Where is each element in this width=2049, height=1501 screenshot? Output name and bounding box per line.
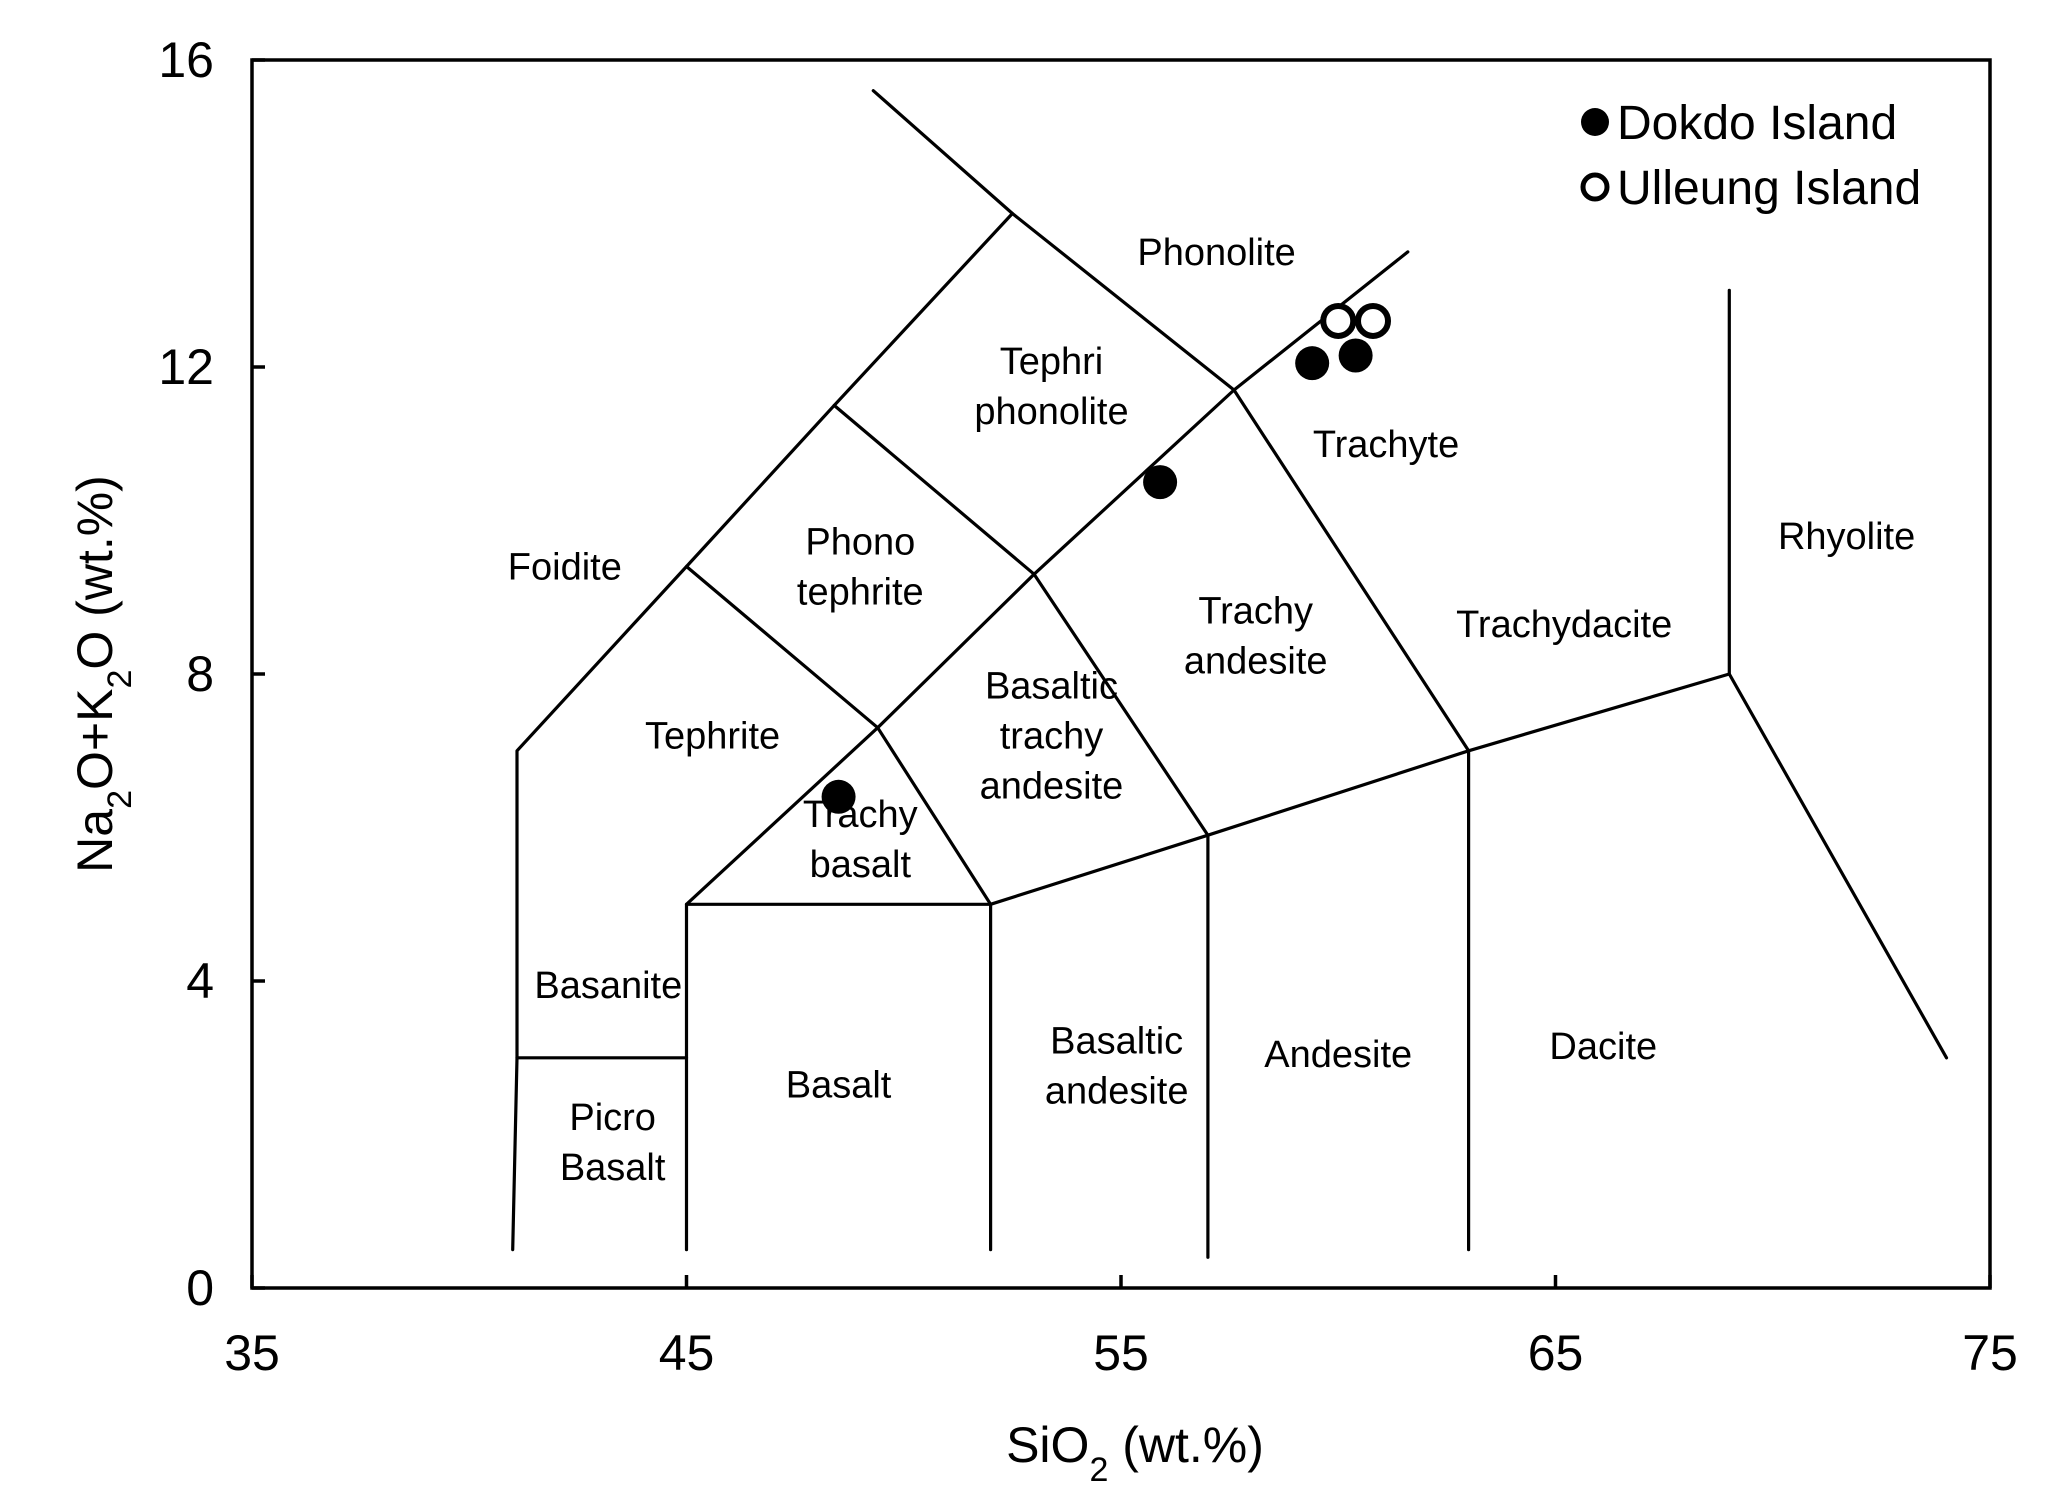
dokdo-island-point	[1295, 346, 1330, 381]
y-tick-label: 0	[186, 1260, 214, 1316]
dokdo-island-point	[1143, 465, 1178, 500]
field-label-line: Basanite	[534, 965, 682, 1007]
field-label-andesite: Andesite	[1264, 1034, 1412, 1076]
field-label-phono-tephrite: Phono tephrite	[797, 522, 924, 614]
field-label-basaltic-trachy-andesite: Basaltic trachy andesite	[980, 665, 1124, 807]
field-label-trachy-basalt: Trachy basalt	[803, 794, 918, 886]
y-ticks: 0 4 8 12 16	[158, 32, 265, 1316]
field-label-line: Trachydacite	[1456, 604, 1672, 646]
field-label-line: andesite	[980, 765, 1124, 807]
field-label-basalt: Basalt	[786, 1065, 892, 1107]
field-label-line: Tephri	[1000, 341, 1104, 383]
field-label-basaltic-andesite: Basaltic andesite	[1045, 1020, 1189, 1112]
field-label-dacite: Dacite	[1549, 1026, 1657, 1068]
legend-marker-dokdo-island	[1581, 108, 1609, 136]
field-label-picro-basalt: Picro Basalt	[560, 1097, 666, 1189]
field-label-line: Basaltic	[1050, 1020, 1183, 1062]
x-tick-label: 45	[659, 1325, 715, 1381]
boundary-line-6	[684, 564, 880, 730]
field-label-line: Trachy	[803, 794, 918, 836]
legend: Dokdo Island Ulleung Island	[1580, 97, 1921, 215]
field-label-line: Phono	[805, 522, 915, 564]
dokdo-island-point	[1338, 338, 1373, 373]
field-label-line: tephrite	[797, 572, 924, 614]
field-label-tephri-phonolite: Tephri phonolite	[974, 341, 1128, 433]
field-label-line: Andesite	[1264, 1034, 1412, 1076]
field-label-line: Phonolite	[1137, 232, 1295, 274]
field-label-line: Trachy	[1198, 591, 1313, 633]
y-tick-label: 8	[186, 646, 214, 702]
data-points	[821, 302, 1392, 814]
field-labels: Phonolite Tephri phonolite Trachyte Foidite P…	[508, 232, 1915, 1189]
legend-label-ulleung-island: Ulleung Island	[1617, 162, 1921, 215]
boundary-line-7	[832, 403, 1210, 1259]
field-label-basanite: Basanite	[534, 965, 682, 1007]
y-tick-label: 16	[158, 32, 214, 88]
y-tick-label: 12	[158, 339, 214, 395]
y-axis-title: Na2O+K2O (wt.%)	[67, 475, 139, 873]
field-label-line: andesite	[1184, 641, 1328, 683]
field-label-phonolite: Phonolite	[1137, 232, 1295, 274]
field-label-line: trachy	[1000, 715, 1103, 757]
field-label-trachyte: Trachyte	[1313, 424, 1459, 466]
field-label-line: Picro	[569, 1097, 656, 1139]
field-label-line: andesite	[1045, 1070, 1189, 1112]
field-label-line: Rhyolite	[1778, 516, 1915, 558]
ulleung-island-point	[1355, 302, 1392, 339]
boundary-lines	[511, 89, 1949, 1259]
ulleung-island-point	[1320, 302, 1357, 339]
field-label-foidite: Foidite	[508, 547, 622, 589]
field-label-trachydacite: Trachydacite	[1456, 604, 1672, 646]
legend-label-dokdo-island: Dokdo Island	[1617, 97, 1897, 150]
x-tick-label: 55	[1093, 1325, 1149, 1381]
y-tick-label: 4	[186, 953, 214, 1009]
field-label-line: Tephrite	[645, 715, 780, 757]
field-label-rhyolite: Rhyolite	[1778, 516, 1915, 558]
field-label-line: Dacite	[1549, 1026, 1657, 1068]
field-label-trachy-andesite: Trachy andesite	[1184, 591, 1328, 683]
x-tick-label: 75	[1962, 1325, 2018, 1381]
x-ticks: 35 45 55 65 75	[224, 1275, 2018, 1381]
field-label-line: Basalt	[560, 1147, 666, 1189]
boundary-line-5	[876, 672, 1949, 1060]
x-axis-title: SiO2 (wt.%)	[1006, 1417, 1264, 1489]
field-label-line: phonolite	[974, 391, 1128, 433]
field-label-line: Trachyte	[1313, 424, 1459, 466]
boundary-line-2	[684, 388, 1236, 1252]
dokdo-island-point	[821, 779, 856, 814]
field-label-line: Foidite	[508, 547, 622, 589]
field-label-line: basalt	[810, 844, 912, 886]
field-label-tephrite: Tephrite	[645, 715, 780, 757]
field-label-line: Basalt	[786, 1065, 892, 1107]
legend-marker-ulleung-island	[1580, 172, 1610, 202]
field-label-line: Basaltic	[985, 665, 1118, 707]
x-tick-label: 35	[224, 1325, 280, 1381]
boundary-line-8	[1232, 388, 1471, 1252]
x-tick-label: 65	[1528, 1325, 1584, 1381]
y-axis-title-group: Na2O+K2O (wt.%)	[67, 475, 139, 873]
